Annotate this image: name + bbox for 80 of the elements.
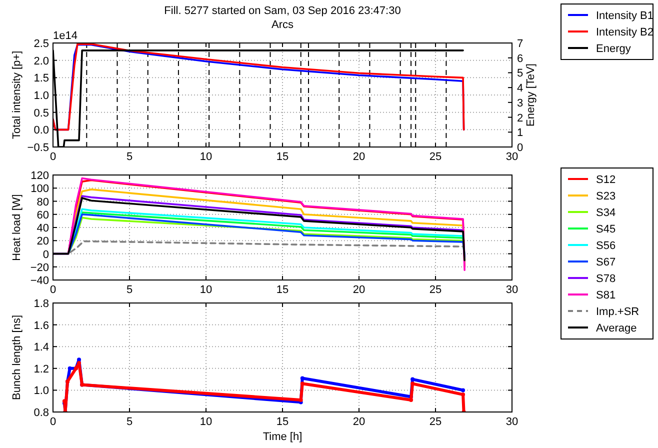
x-tick-label: 30 bbox=[506, 151, 518, 163]
x-tick-label: 5 bbox=[126, 284, 133, 296]
y2-tick-label: 2 bbox=[517, 112, 524, 124]
legend-label: S45 bbox=[596, 224, 616, 236]
legend-label: S78 bbox=[596, 273, 616, 285]
legend-label: S67 bbox=[596, 256, 616, 268]
y-tick-label: 2.5 bbox=[34, 38, 49, 50]
x-tick-label: 10 bbox=[200, 284, 212, 296]
chart-subtitle: Arcs bbox=[272, 19, 294, 31]
x-tick-label: 30 bbox=[506, 284, 518, 296]
x-tick-label: 30 bbox=[506, 416, 518, 428]
y-tick-label: 1.4 bbox=[34, 342, 49, 354]
legend-label: S12 bbox=[596, 174, 616, 186]
y2-tick-label: 4 bbox=[517, 82, 524, 95]
legend-label: Average bbox=[596, 322, 637, 334]
legend-label: Intensity B1 bbox=[596, 10, 654, 22]
point bbox=[68, 366, 72, 370]
x-tick-label: 25 bbox=[429, 284, 442, 296]
point bbox=[300, 382, 304, 386]
y-tick-label: −20 bbox=[30, 262, 49, 274]
point bbox=[409, 398, 414, 402]
y-tick-label: 120 bbox=[30, 170, 49, 182]
legend-label: S23 bbox=[596, 190, 616, 202]
y-tick-label: 40 bbox=[36, 222, 49, 234]
y-tick-label: −40 bbox=[30, 275, 49, 287]
y-tick-label: 0.5 bbox=[34, 107, 49, 120]
y-tick-label: 1.5 bbox=[34, 72, 49, 85]
y2-tick-label: 0 bbox=[517, 142, 524, 154]
y-tick-label: 1.2 bbox=[34, 363, 49, 376]
x-tick-label: 0 bbox=[50, 416, 56, 428]
x-tick-label: 15 bbox=[276, 284, 289, 296]
y-tick-label: 60 bbox=[36, 209, 49, 222]
x-tick-label: 25 bbox=[429, 416, 442, 428]
x-tick-label: 0 bbox=[50, 151, 56, 163]
y2-tick-label: 5 bbox=[517, 68, 524, 80]
y2-tick-label: 3 bbox=[517, 97, 524, 110]
y-tick-label: 100 bbox=[30, 183, 49, 196]
y2-tick-label: 1 bbox=[517, 127, 524, 140]
point bbox=[300, 376, 304, 380]
y2-tick-label: 7 bbox=[517, 38, 524, 50]
x-tick-label: 5 bbox=[126, 416, 133, 428]
x-tick-label: 15 bbox=[276, 416, 289, 428]
y-tick-label: 1.0 bbox=[34, 90, 49, 102]
y-axis-title: Bunch length [ns] bbox=[11, 314, 23, 400]
x-tick-label: 0 bbox=[50, 284, 56, 296]
x-tick-label: 10 bbox=[200, 151, 212, 163]
x-tick-label: 5 bbox=[126, 151, 133, 163]
legend-label: Imp.+SR bbox=[596, 306, 640, 318]
y-tick-label: 1.0 bbox=[34, 385, 49, 398]
x-tick-label: 25 bbox=[429, 151, 442, 163]
y-tick-label: 0 bbox=[42, 248, 49, 261]
y-tick-label: 0.0 bbox=[34, 124, 49, 137]
legend-label: S34 bbox=[596, 207, 616, 219]
legend-label: Intensity B2 bbox=[596, 26, 654, 38]
y-tick-label: 0.8 bbox=[34, 407, 49, 419]
legend-label: S56 bbox=[596, 240, 616, 252]
x-tick-label: 20 bbox=[352, 151, 366, 163]
y-tick-label: 1.6 bbox=[34, 320, 49, 332]
y-tick-label: 1.8 bbox=[34, 298, 49, 310]
text: 1e14 bbox=[53, 30, 78, 42]
x-tick-label: 20 bbox=[352, 284, 366, 296]
y-tick-label: 80 bbox=[36, 196, 49, 208]
x-tick-label: 15 bbox=[276, 151, 289, 163]
point bbox=[410, 377, 415, 382]
y-tick-label: 20 bbox=[36, 236, 49, 248]
point bbox=[461, 392, 466, 397]
y-tick-label: 2.0 bbox=[34, 55, 49, 68]
legend-label: Energy bbox=[596, 43, 632, 55]
x-tick-label: 10 bbox=[200, 416, 212, 428]
y-tick-label: −0.5 bbox=[27, 142, 49, 154]
y-axis-title: Heat load [W] bbox=[11, 194, 23, 261]
y2-axis-title: Energy [TeV] bbox=[525, 64, 537, 126]
chart-title: Fill. 5277 started on Sam, 03 Sep 2016 23:47:30 bbox=[164, 5, 401, 17]
x-tick-label: 20 bbox=[352, 416, 366, 428]
legend-label: S81 bbox=[596, 290, 616, 302]
x-axis-title: Time [h] bbox=[262, 431, 302, 443]
y2-tick-label: 6 bbox=[517, 52, 524, 65]
y-axis-title: Total intensity [p+] bbox=[11, 50, 23, 140]
point bbox=[77, 360, 82, 365]
point bbox=[461, 388, 466, 392]
